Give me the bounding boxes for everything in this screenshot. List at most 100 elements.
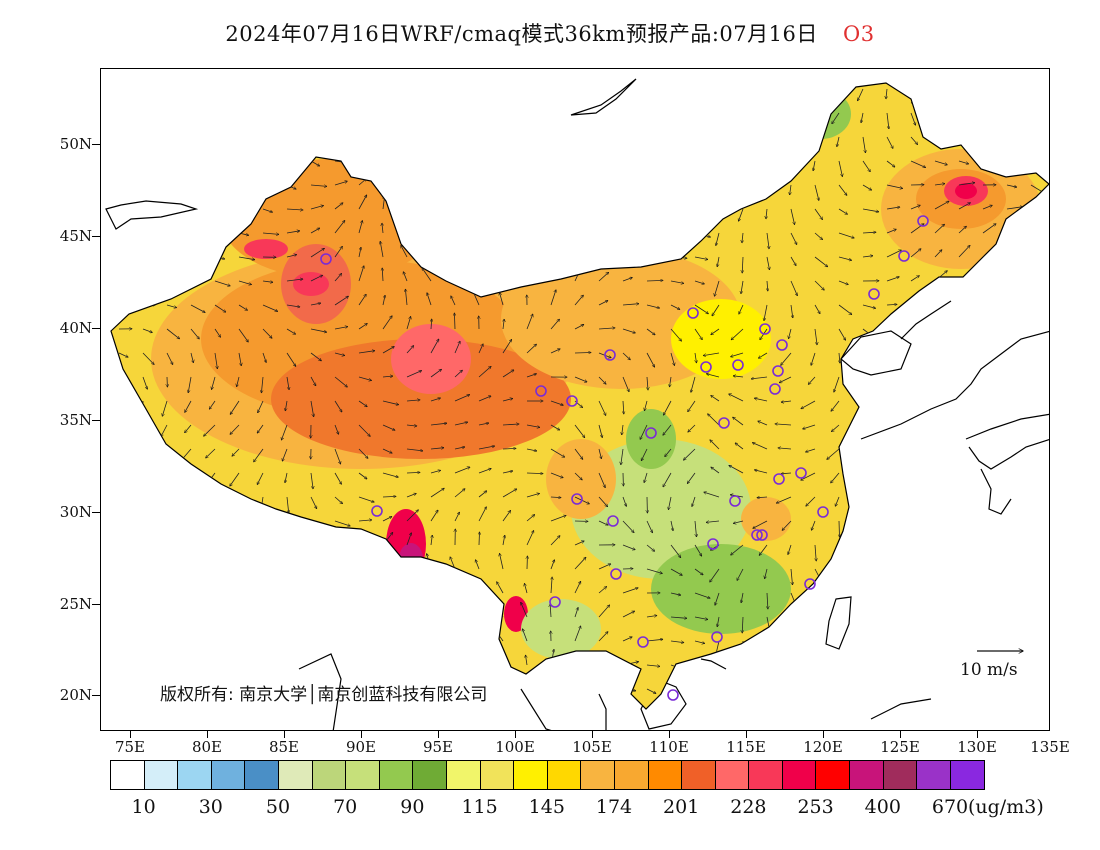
city-marker [320, 253, 332, 265]
wind-vector [598, 659, 607, 666]
wind-vector [790, 616, 796, 626]
colorbar-cell [346, 761, 380, 789]
lat-tick [92, 512, 100, 513]
wind-vector [707, 160, 720, 165]
wind-vector [808, 376, 816, 384]
wind-vector [814, 304, 820, 314]
wind-vector [231, 112, 240, 127]
wind-vector [310, 160, 320, 166]
wind-vector [550, 88, 565, 97]
wind-vector [958, 472, 965, 488]
wind-vector [521, 602, 528, 618]
lon-tick [592, 731, 593, 738]
wind-vector [831, 400, 840, 411]
wind-vector [910, 567, 921, 570]
wind-vector [212, 376, 216, 390]
wind-vector [665, 448, 672, 457]
colorbar-cell [749, 761, 783, 789]
wind-vector [781, 473, 792, 474]
wind-vector [910, 136, 918, 145]
wind-vector [1030, 665, 1041, 666]
wind-vector [334, 220, 345, 234]
wind-vector [886, 663, 897, 666]
wind-vector [858, 88, 864, 101]
wind-vector [758, 352, 768, 358]
wind-vector [478, 107, 491, 114]
colorbar-label: 174 [595, 796, 633, 818]
wind-vector [598, 587, 607, 594]
wind-vector [622, 376, 629, 392]
city-marker [751, 529, 763, 541]
wind-vector [886, 544, 902, 551]
wind-vector [425, 249, 432, 258]
wind-vector [382, 448, 392, 453]
wind-vector [497, 194, 504, 210]
wind-vector [181, 88, 192, 102]
wind-vector [430, 339, 439, 354]
wind-vector [1006, 613, 1016, 618]
wind-vector [688, 424, 696, 432]
wind-vector [382, 88, 392, 93]
wind-vector [454, 422, 468, 426]
wind-vector [622, 520, 634, 533]
wind-vector [934, 88, 938, 102]
wind-vector [550, 448, 565, 457]
wind-vector [358, 556, 369, 570]
wind-vector [1006, 635, 1022, 642]
wind-vector [863, 376, 864, 390]
wind-vector [910, 472, 914, 486]
wind-vector [766, 664, 767, 681]
wind-vector [958, 520, 968, 526]
wind-vector [502, 489, 517, 498]
wind-vector [709, 83, 720, 90]
wind-vector [167, 713, 175, 723]
wind-vector [166, 208, 180, 211]
wind-vector [142, 184, 153, 187]
wind-vector [257, 472, 264, 485]
wind-vector [358, 158, 372, 162]
wind-vector [1031, 713, 1039, 723]
wind-vector [118, 376, 130, 389]
colorbar-cell [648, 761, 683, 789]
wind-vector [622, 207, 633, 210]
wind-vector [142, 613, 152, 618]
wind-vector [166, 184, 181, 193]
wind-vector [206, 448, 216, 458]
wind-vector [454, 512, 460, 522]
wind-vector [692, 496, 696, 507]
wind-vector [934, 658, 946, 666]
wind-vector [911, 448, 912, 465]
wind-vector [694, 184, 704, 195]
wind-vector [118, 136, 126, 144]
wind-vector [574, 376, 587, 382]
field-mid-jiangxi [741, 497, 791, 541]
wind-vector [238, 616, 255, 620]
wind-vector [668, 496, 672, 510]
wind-vector [735, 83, 744, 90]
wind-vector [190, 568, 200, 574]
wind-vector [647, 376, 648, 390]
wind-vector [254, 448, 264, 462]
wind-vector [550, 112, 564, 116]
wind-vector [982, 88, 985, 105]
wind-vector [403, 649, 408, 666]
wind-vector [982, 609, 993, 618]
wind-vector [838, 160, 842, 177]
wind-vector [886, 352, 896, 362]
wind-vector [526, 314, 533, 330]
wind-vector [382, 400, 399, 405]
wind-vector [141, 88, 144, 102]
wind-vector [238, 544, 248, 559]
wind-vector [838, 184, 847, 195]
wind-vector [454, 341, 460, 354]
japan-coast-b [968, 439, 1049, 470]
wind-vector [358, 221, 362, 234]
wind-vector [778, 448, 792, 449]
wind-vector [1030, 352, 1037, 365]
wind-vector [238, 664, 248, 669]
wind-vector [623, 713, 631, 718]
wind-vector [838, 328, 846, 340]
wind-vector [644, 472, 648, 483]
wind-vector [478, 146, 484, 162]
wind-vector [811, 352, 816, 365]
